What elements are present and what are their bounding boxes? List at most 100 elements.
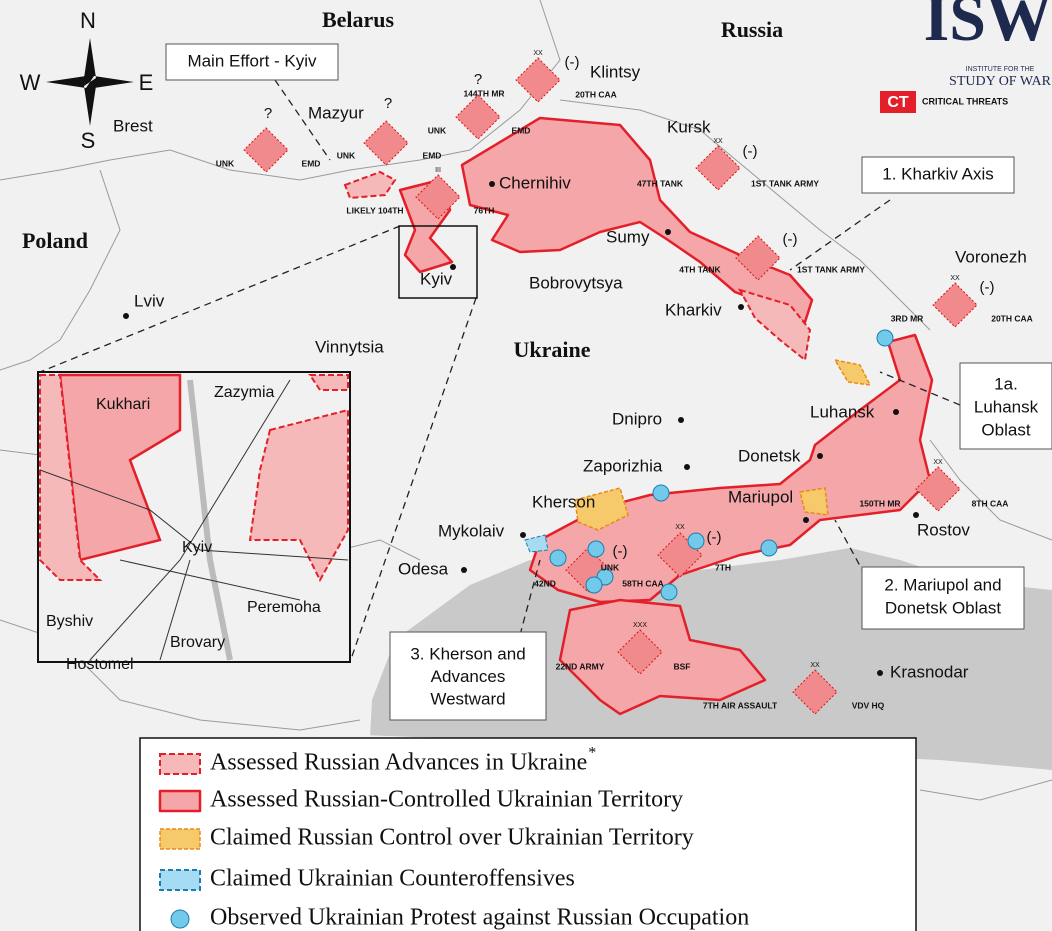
border: [0, 169, 121, 371]
city-dot: [913, 512, 919, 518]
city-label: Kyiv: [420, 269, 453, 288]
city-label: Klintsy: [590, 62, 641, 81]
claimed-area: [799, 487, 829, 516]
unit-label: 76TH: [474, 205, 495, 215]
reduced-mark: (-): [565, 54, 580, 71]
city-label: Voronezh: [955, 247, 1027, 266]
echelon-mark: XX: [810, 662, 820, 669]
callout-text: Luhansk: [974, 397, 1039, 416]
inset-locator: [398, 225, 478, 299]
callout-text: 3. Kherson and: [410, 644, 525, 663]
unit-label: 7TH: [715, 562, 731, 572]
inset-place: Brovary: [170, 634, 225, 651]
city-dot: [520, 532, 526, 538]
reduced-mark: (-): [783, 231, 798, 248]
protest-marker: [876, 329, 894, 347]
counteroffensive-area: [524, 534, 549, 553]
city-dot: [450, 264, 456, 270]
ct-mark: CT: [887, 94, 909, 111]
borders: [0, 0, 1052, 801]
leader-line: [789, 199, 891, 271]
legend-label: Claimed Russian Control over Ukrainian T…: [210, 825, 694, 851]
city-dot: [678, 417, 684, 423]
unit-label: 20TH CAA: [991, 313, 1033, 323]
leader-line: [274, 79, 331, 161]
city-dot: [123, 313, 129, 319]
border: [0, 0, 561, 181]
protest-marker: [660, 583, 678, 601]
callout-text: Main Effort - Kyiv: [187, 51, 317, 70]
protest-marker: [587, 540, 605, 558]
city-label: Krasnodar: [890, 662, 969, 681]
unit-label: 20TH CAA: [575, 89, 617, 99]
echelon-mark: III: [435, 167, 441, 174]
city-label: Donetsk: [738, 446, 801, 465]
unit-symbol: [243, 127, 289, 173]
echelon-mark: XX: [675, 524, 685, 531]
protest-marker: [585, 576, 603, 594]
unit-label: 144TH MR: [463, 88, 504, 98]
leader-line: [519, 559, 541, 636]
city-label: Chernihiv: [499, 173, 571, 192]
unit-label: 42ND: [534, 578, 556, 588]
echelon-mark: XX: [933, 459, 943, 466]
unit-label: LIKELY 104TH: [346, 205, 403, 215]
legend-label: Assessed Russian-Controlled Ukrainian Te…: [210, 787, 683, 813]
leader-line: [879, 371, 961, 406]
country-label: Ukraine: [514, 337, 591, 362]
unit-symbol: [515, 57, 561, 103]
unit-label: EMD: [423, 150, 442, 160]
city-dot: [817, 453, 823, 459]
city-label: Luhansk: [810, 402, 875, 421]
river: [187, 379, 233, 661]
legend-swatch: [159, 828, 201, 850]
inset-place: Kyiv: [182, 539, 212, 556]
callout-box: [165, 43, 339, 81]
unit-label: 22ND ARMY: [556, 661, 605, 671]
ct-name: CRITICAL THREATS: [922, 96, 1008, 106]
inset-map: [37, 371, 351, 663]
reduced-mark: (-): [707, 529, 722, 546]
legend-swatch: [170, 909, 190, 929]
unit-label: UNK: [337, 150, 356, 160]
claimed-area: [574, 487, 629, 531]
city-dot: [893, 409, 899, 415]
unit-label: UNK: [216, 158, 235, 168]
inset-place: Hostomel: [66, 656, 134, 673]
city-label: Kherson: [532, 492, 595, 511]
city-dot: [803, 517, 809, 523]
leader-line: [834, 519, 866, 576]
border: [929, 439, 1052, 541]
callout-box: [959, 362, 1052, 450]
country-label: Poland: [22, 228, 88, 253]
legend: [139, 737, 917, 931]
unit-label: 3RD MR: [891, 313, 924, 323]
labels: Belarus Russia Poland Ukraine Brest Mazyur Kli…: [20, 0, 1052, 931]
unit-symbol: [617, 629, 663, 675]
unit-label: BSF: [674, 661, 691, 671]
city-label: Mazyur: [308, 103, 364, 122]
unit-label: UNK: [428, 125, 447, 135]
unknown-mark: ?: [264, 105, 272, 122]
callout-boxes: [165, 43, 1052, 721]
callout-box: [861, 566, 1025, 630]
unit-label: UNK: [601, 562, 620, 572]
echelon-mark: XX: [713, 138, 723, 145]
inset-place: Kukhari: [96, 396, 150, 413]
advance-area: [343, 170, 397, 200]
echelon-mark: XXX: [633, 622, 647, 629]
unit-symbol: [415, 174, 461, 220]
country-label: Russia: [721, 17, 783, 42]
city-label: Vinnytsia: [315, 337, 384, 356]
unit-label: 58TH CAA: [622, 578, 664, 588]
callout-text: Donetsk Oblast: [885, 598, 1001, 617]
city-label: Lviv: [134, 291, 165, 310]
legend-swatch: [159, 753, 201, 775]
unit-label: 47TH TANK: [637, 178, 684, 188]
unit-label: EMD: [302, 158, 321, 168]
unit-label: 150TH MR: [859, 498, 900, 508]
claimed-area: [833, 358, 872, 386]
legend-asterisk: *: [588, 745, 596, 762]
protest-marker: [760, 539, 778, 557]
